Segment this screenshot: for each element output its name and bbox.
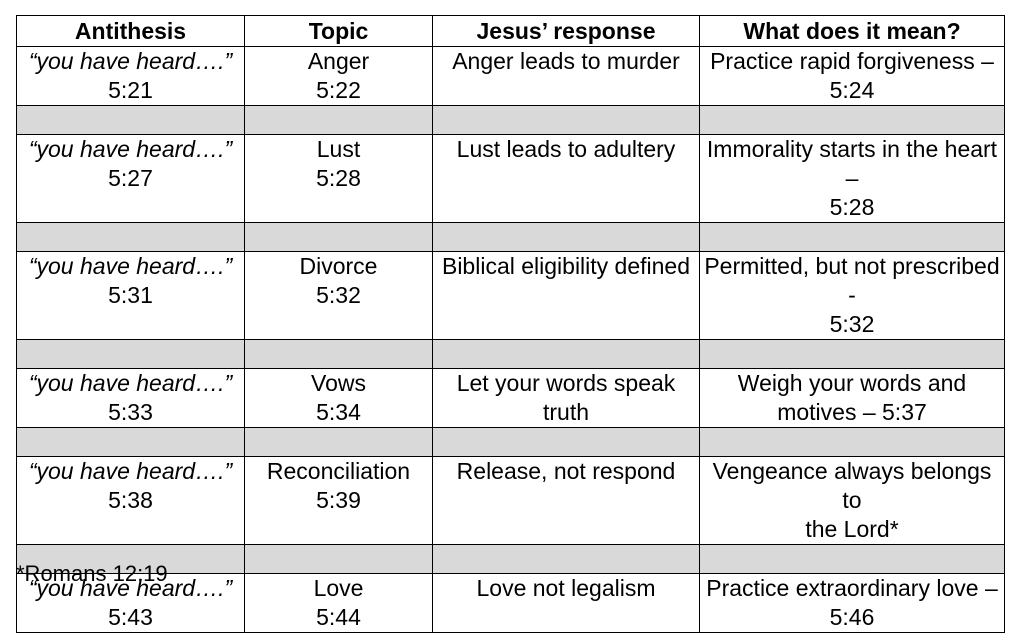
antithesis-quote: “you have heard….” <box>28 136 233 162</box>
spacer-row <box>16 544 1005 574</box>
meaning-line: 5:32 <box>829 311 875 337</box>
table-row: “you have heard….” 5:21 Anger 5:22 Anger… <box>16 46 1005 106</box>
header-row: Antithesis Topic Jesus’ response What do… <box>16 15 1005 47</box>
antithesis-cell: “you have heard….” 5:27 <box>16 134 245 223</box>
antithesis-ref: 5:43 <box>108 604 153 630</box>
topic-cell: Reconciliation 5:39 <box>244 456 433 545</box>
table-row: “you have heard….” 5:38 Reconciliation 5… <box>16 456 1005 545</box>
meaning-line: 5:46 <box>829 604 875 630</box>
topic-cell: Lust 5:28 <box>244 134 433 223</box>
response-line: Lust leads to adultery <box>456 136 676 162</box>
topic-ref: 5:28 <box>316 165 361 191</box>
spacer-row <box>16 222 1005 252</box>
response-cell: Biblical eligibility defined <box>432 251 700 340</box>
antithesis-quote: “you have heard….” <box>28 48 233 74</box>
table-row: “you have heard….” 5:31 Divorce 5:32 Bib… <box>16 251 1005 340</box>
topic-cell: Divorce 5:32 <box>244 251 433 340</box>
meaning-line: Weigh your words and <box>737 370 967 396</box>
topic-ref: 5:32 <box>316 282 361 308</box>
header-meaning: What does it mean? <box>699 15 1005 47</box>
header-antithesis: Antithesis <box>16 15 245 47</box>
meaning-cell: Vengeance always belongs to the Lord* <box>699 456 1005 545</box>
header-response: Jesus’ response <box>432 15 700 47</box>
meaning-cell: Practice extraordinary love – 5:46 <box>699 573 1005 633</box>
response-line: Love not legalism <box>476 575 656 601</box>
response-cell: Lust leads to adultery <box>432 134 700 223</box>
topic-cell: Love 5:44 <box>244 573 433 633</box>
antithesis-ref: 5:33 <box>108 399 153 425</box>
footnote: *Romans 12:19 <box>16 561 168 586</box>
meaning-line: Immorality starts in the heart – <box>706 136 998 191</box>
meaning-line: Permitted, but not prescribed - <box>704 253 1000 308</box>
antithesis-cell: “you have heard….” 5:21 <box>16 46 245 106</box>
meaning-cell: Permitted, but not prescribed - 5:32 <box>699 251 1005 340</box>
meaning-cell: Weigh your words and motives – 5:37 <box>699 368 1005 428</box>
antithesis-cell: “you have heard….” 5:38 <box>16 456 245 545</box>
meaning-line: Vengeance always belongs to <box>712 458 992 513</box>
table-row: “you have heard….” 5:27 Lust 5:28 Lust l… <box>16 134 1005 223</box>
topic-ref: 5:34 <box>316 399 361 425</box>
meaning-line: 5:24 <box>829 77 875 103</box>
meaning-cell: Practice rapid forgiveness – 5:24 <box>699 46 1005 106</box>
response-line: Let your words speak <box>456 370 676 396</box>
topic-ref: 5:44 <box>316 604 361 630</box>
spacer-row <box>16 427 1005 457</box>
response-line: Biblical eligibility defined <box>441 253 691 279</box>
response-line: Anger leads to murder <box>452 48 680 74</box>
response-cell: Release, not respond <box>432 456 700 545</box>
response-line: Release, not respond <box>456 458 676 484</box>
antithesis-ref: 5:27 <box>108 165 153 191</box>
response-cell: Anger leads to murder <box>432 46 700 106</box>
meaning-line: the Lord* <box>805 516 899 542</box>
response-line: truth <box>542 399 590 425</box>
antithesis-ref: 5:21 <box>108 77 153 103</box>
antithesis-quote: “you have heard….” <box>28 253 233 279</box>
antithesis-cell: “you have heard….” 5:33 <box>16 368 245 428</box>
meaning-line: Practice extraordinary love – <box>706 575 998 601</box>
meaning-line: motives – 5:37 <box>777 399 927 425</box>
topic-ref: 5:39 <box>316 487 361 513</box>
header-topic: Topic <box>244 15 433 47</box>
meaning-line: Practice rapid forgiveness – <box>710 48 994 74</box>
antithesis-ref: 5:31 <box>108 282 153 308</box>
spacer-row <box>16 105 1005 135</box>
topic-name: Reconciliation <box>266 458 411 484</box>
spacer-row <box>16 339 1005 369</box>
topic-cell: Anger 5:22 <box>244 46 433 106</box>
response-cell: Love not legalism <box>432 573 700 633</box>
antithesis-quote: “you have heard….” <box>28 370 233 396</box>
topic-name: Love <box>313 575 364 601</box>
topic-name: Divorce <box>299 253 378 279</box>
topic-cell: Vows 5:34 <box>244 368 433 428</box>
antithesis-quote: “you have heard….” <box>28 458 233 484</box>
antithesis-ref: 5:38 <box>108 487 153 513</box>
response-cell: Let your words speak truth <box>432 368 700 428</box>
topic-name: Vows <box>311 370 366 396</box>
antitheses-table: Antithesis Topic Jesus’ response What do… <box>16 15 1005 633</box>
meaning-cell: Immorality starts in the heart – 5:28 <box>699 134 1005 223</box>
topic-ref: 5:22 <box>316 77 361 103</box>
topic-name: Lust <box>316 136 361 162</box>
table-row: “you have heard….” 5:33 Vows 5:34 Let yo… <box>16 368 1005 428</box>
topic-name: Anger <box>307 48 370 74</box>
antithesis-cell: “you have heard….” 5:31 <box>16 251 245 340</box>
meaning-line: 5:28 <box>829 194 875 220</box>
